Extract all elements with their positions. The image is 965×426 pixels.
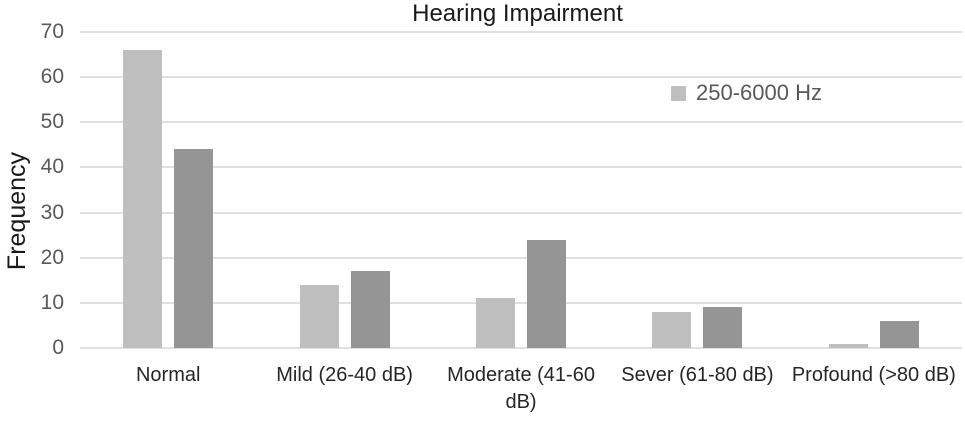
y-axis-tick-label: 50 xyxy=(40,110,64,134)
x-category-label: Normal xyxy=(135,364,201,386)
gridline xyxy=(80,347,962,349)
x-category-label: Mild (26-40 dB) xyxy=(276,364,413,386)
bar xyxy=(123,50,163,348)
gridline xyxy=(80,256,962,259)
y-axis-tick-label: 60 xyxy=(40,65,64,89)
legend-label: 250-6000 Hz xyxy=(696,80,822,105)
bar xyxy=(299,284,339,348)
bar xyxy=(174,149,214,348)
bar xyxy=(703,307,743,348)
bar xyxy=(652,311,692,348)
y-axis-tick-label: 40 xyxy=(40,155,64,179)
x-axis-labels: Normal Mild (26-40 dB) Moderate (41-60 dB)… xyxy=(80,362,962,416)
y-axis-tick-label: 10 xyxy=(40,290,64,314)
gridline xyxy=(80,166,962,169)
gridline xyxy=(80,211,962,214)
y-axis-tick-label: 30 xyxy=(40,200,64,224)
x-category-label: Profound (>80 dB) xyxy=(791,364,956,386)
bar xyxy=(828,343,868,348)
gridline xyxy=(80,301,962,304)
bar xyxy=(476,298,515,348)
y-axis-tick-label: 0 xyxy=(52,336,64,359)
legend: 250-6000 Hz xyxy=(671,80,822,106)
x-category-label: Sever (61-80 dB) xyxy=(621,364,774,386)
y-axis-tick-label: 70 xyxy=(40,20,64,43)
y-axis-tick-label: 20 xyxy=(40,245,64,269)
plot-area xyxy=(80,31,962,349)
x-category-label: Moderate (41-60 dB) xyxy=(447,364,595,413)
bar xyxy=(527,239,566,348)
gridline xyxy=(80,121,962,124)
legend-swatch-icon xyxy=(671,85,686,101)
gridline xyxy=(80,31,962,33)
bar xyxy=(879,320,919,348)
gridline xyxy=(80,76,962,79)
bar xyxy=(350,271,390,348)
chart-title: Hearing Impairment xyxy=(412,0,623,27)
